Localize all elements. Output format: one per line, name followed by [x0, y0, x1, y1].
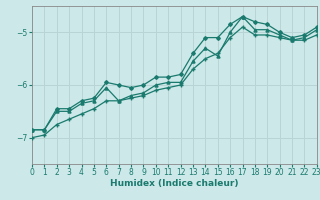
X-axis label: Humidex (Indice chaleur): Humidex (Indice chaleur) — [110, 179, 239, 188]
